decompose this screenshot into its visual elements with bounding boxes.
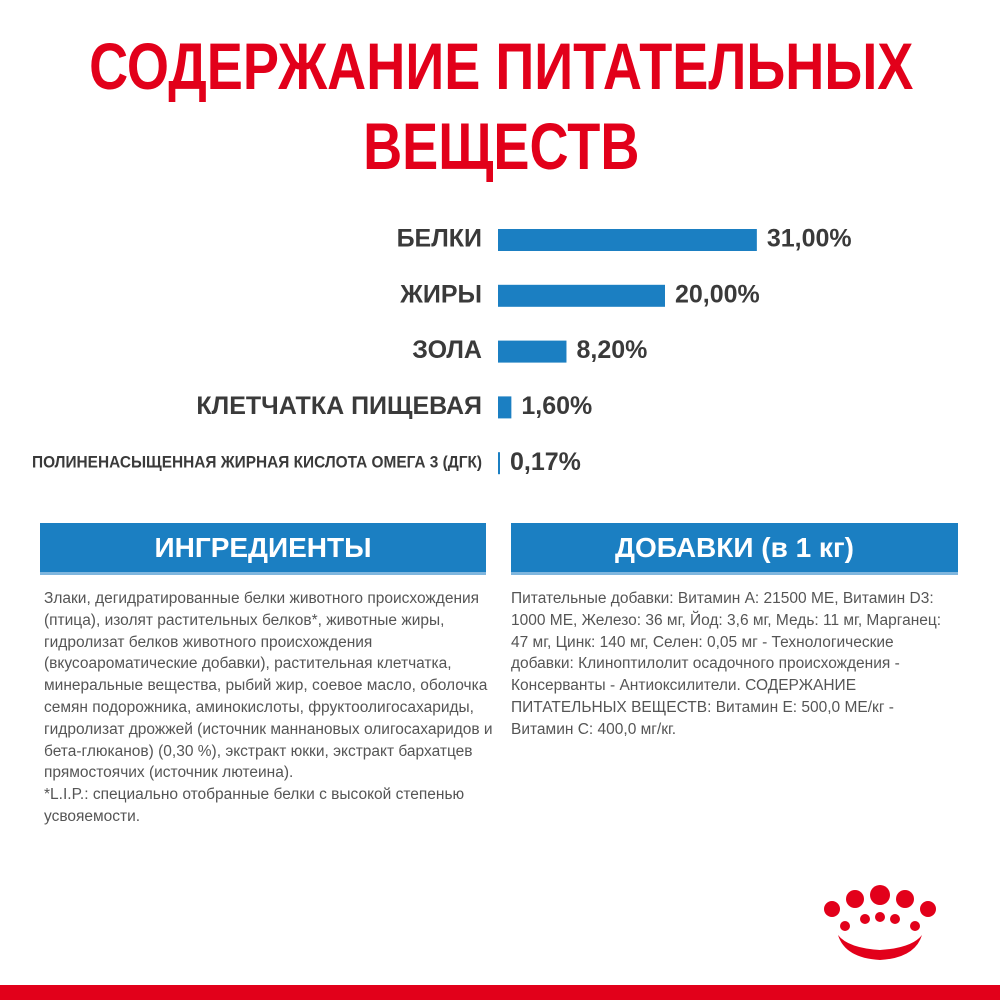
category-label: ЖИРЫ bbox=[399, 280, 482, 308]
ingredients-note: *L.I.P.: специально отобранные белки с в… bbox=[44, 786, 465, 825]
bar bbox=[498, 396, 512, 419]
category-label: КЛЕТЧАТКА ПИЩЕВАЯ bbox=[196, 392, 482, 420]
value-label: 0,17% bbox=[510, 448, 581, 476]
category-label: БЕЛКИ bbox=[397, 225, 482, 253]
ingredients-text: Злаки, дегидратированные белки животного… bbox=[44, 588, 494, 828]
ingredients-header: ИНГРЕДИЕНТЫ bbox=[40, 523, 486, 572]
bar bbox=[498, 340, 567, 363]
category-label: ЗОЛА bbox=[412, 336, 482, 364]
crown-logo bbox=[824, 885, 936, 931]
bottom-stripe bbox=[0, 985, 1000, 1000]
title: СОДЕРЖАНИЕ ПИТАТЕЛЬНЫХ ВЕЩЕСТВ bbox=[89, 29, 914, 183]
value-label: 31,00% bbox=[767, 225, 852, 253]
additives-header: ДОБАВКИ (в 1 кг) bbox=[511, 523, 958, 572]
ingredients-body: Злаки, дегидратированные белки животного… bbox=[44, 590, 493, 782]
value-label: 20,00% bbox=[675, 280, 760, 308]
additives-text: Питательные добавки: Витамин A: 21500 МЕ… bbox=[511, 590, 942, 738]
value-label: 1,60% bbox=[521, 392, 592, 420]
bar bbox=[498, 452, 500, 475]
bar bbox=[498, 284, 665, 307]
crown-base bbox=[838, 935, 922, 960]
chart: БЕЛКИ 31,00% ЖИРЫ 20,00% ЗОЛА 8,20% КЛЕТЧАТКА … bbox=[32, 225, 852, 476]
value-label: 8,20% bbox=[576, 336, 647, 364]
category-label: ПОЛИНЕНАСЫЩЕННАЯ ЖИРНАЯ КИСЛОТА ОМЕГА 3 … bbox=[32, 453, 482, 472]
bar bbox=[498, 229, 757, 251]
